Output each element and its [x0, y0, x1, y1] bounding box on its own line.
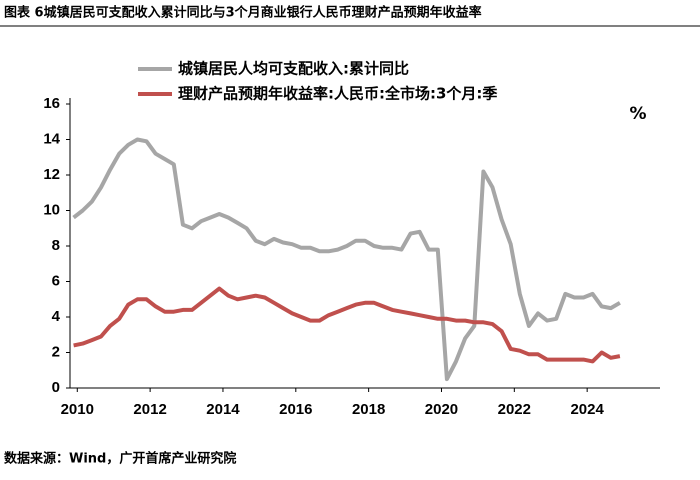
x-tick-label: 2020	[425, 401, 458, 418]
chart-title: 图表 6城镇居民可支配收入累计同比与3个月商业银行人民币理财产品预期年收益率	[4, 5, 482, 21]
x-tick-label: 2012	[133, 401, 166, 418]
x-tick-label: 2016	[279, 401, 312, 418]
series-line	[73, 286, 621, 364]
series-line	[72, 137, 621, 382]
y-tick-label: 14	[43, 130, 60, 147]
unit-label: %	[629, 104, 646, 124]
x-tick-label: 2022	[498, 401, 531, 418]
source-note: 数据来源：Wind，广开首席产业研究院	[4, 451, 236, 467]
y-tick-label: 2	[52, 343, 60, 360]
y-tick-label: 12	[43, 166, 60, 183]
y-tick-label: 4	[52, 308, 61, 325]
y-tick-label: 16	[43, 95, 60, 112]
x-tick-label: 2018	[352, 401, 385, 418]
y-tick-label: 8	[52, 237, 60, 254]
x-tick-label: 2010	[61, 401, 94, 418]
x-tick-label: 2024	[570, 401, 604, 418]
y-tick-label: 0	[52, 379, 60, 396]
x-tick-label: 2014	[206, 401, 240, 418]
y-tick-label: 10	[43, 201, 60, 218]
legend-label: 理财产品预期年收益率:人民币:全市场:3个月:季	[178, 85, 497, 103]
legend-label: 城镇居民人均可支配收入:累计同比	[178, 60, 409, 78]
y-tick-label: 6	[52, 272, 60, 289]
